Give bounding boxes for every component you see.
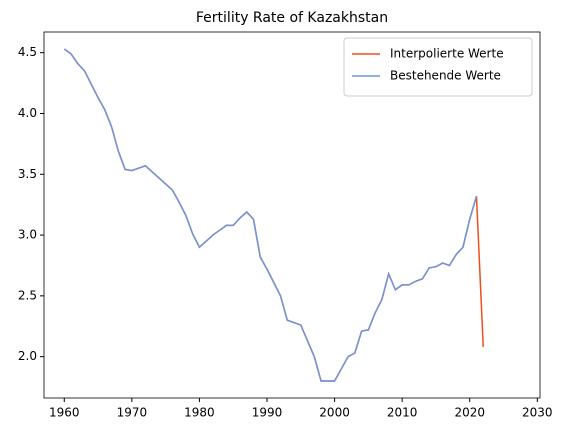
x-tick-label: 2030 — [522, 406, 553, 420]
y-tick-label: 2.5 — [18, 288, 37, 302]
x-tick-label: 1990 — [252, 406, 283, 420]
y-tick-label: 3.5 — [18, 167, 37, 181]
x-tick-label: 1970 — [117, 406, 148, 420]
y-tick-label: 4.5 — [18, 45, 37, 59]
series-line — [63, 48, 478, 382]
series-line — [63, 48, 484, 382]
y-tick-label: 4.0 — [18, 106, 37, 120]
x-tick-label: 2010 — [387, 406, 418, 420]
legend-label: Bestehende Werte — [390, 69, 501, 83]
y-tick-label: 3.0 — [18, 228, 37, 242]
x-tick-label: 1960 — [49, 406, 80, 420]
x-tick-label: 1980 — [184, 406, 215, 420]
y-tick-label: 2.0 — [18, 349, 37, 363]
chart-title: Fertility Rate of Kazakhstan — [196, 10, 388, 26]
legend-box — [343, 37, 533, 97]
x-tick-label: 2020 — [454, 406, 485, 420]
x-tick-label: 2000 — [319, 406, 350, 420]
plot-frame — [43, 31, 541, 399]
legend-label: Interpolierte Werte — [390, 47, 504, 61]
